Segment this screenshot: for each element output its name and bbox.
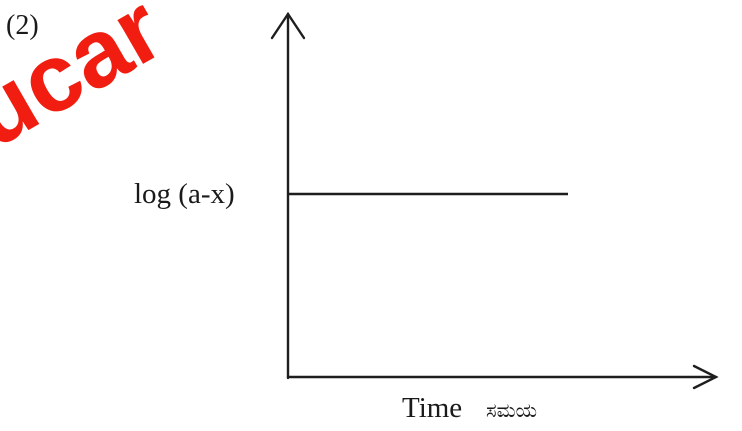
x-axis-label: Time bbox=[402, 392, 462, 424]
figure-label: (2) bbox=[6, 10, 39, 41]
x-axis-label-suffix: ಸಮಯ bbox=[486, 400, 537, 422]
y-axis-arrowhead bbox=[270, 11, 306, 40]
axes bbox=[270, 11, 719, 390]
y-axis-label: log (a-x) bbox=[134, 178, 235, 210]
x-axis-arrowhead bbox=[692, 364, 719, 390]
